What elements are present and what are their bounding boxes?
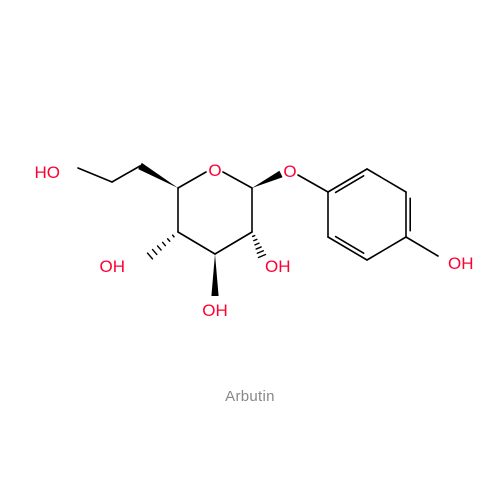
atom-label: OH xyxy=(202,301,228,320)
atom-label: O xyxy=(208,161,221,180)
atom-label: O xyxy=(283,162,296,181)
atom-label: HO xyxy=(35,163,61,182)
molecule-figure: { "caption": { "text": "Arbutin", "y": 3… xyxy=(0,0,500,500)
atom-label: OH xyxy=(448,254,474,273)
compound-caption: Arbutin xyxy=(0,388,500,405)
atom-label: OH xyxy=(265,257,291,276)
molecule-svg: O O OH OH OH OH HO xyxy=(0,0,500,500)
atom-label: OH xyxy=(100,257,126,276)
